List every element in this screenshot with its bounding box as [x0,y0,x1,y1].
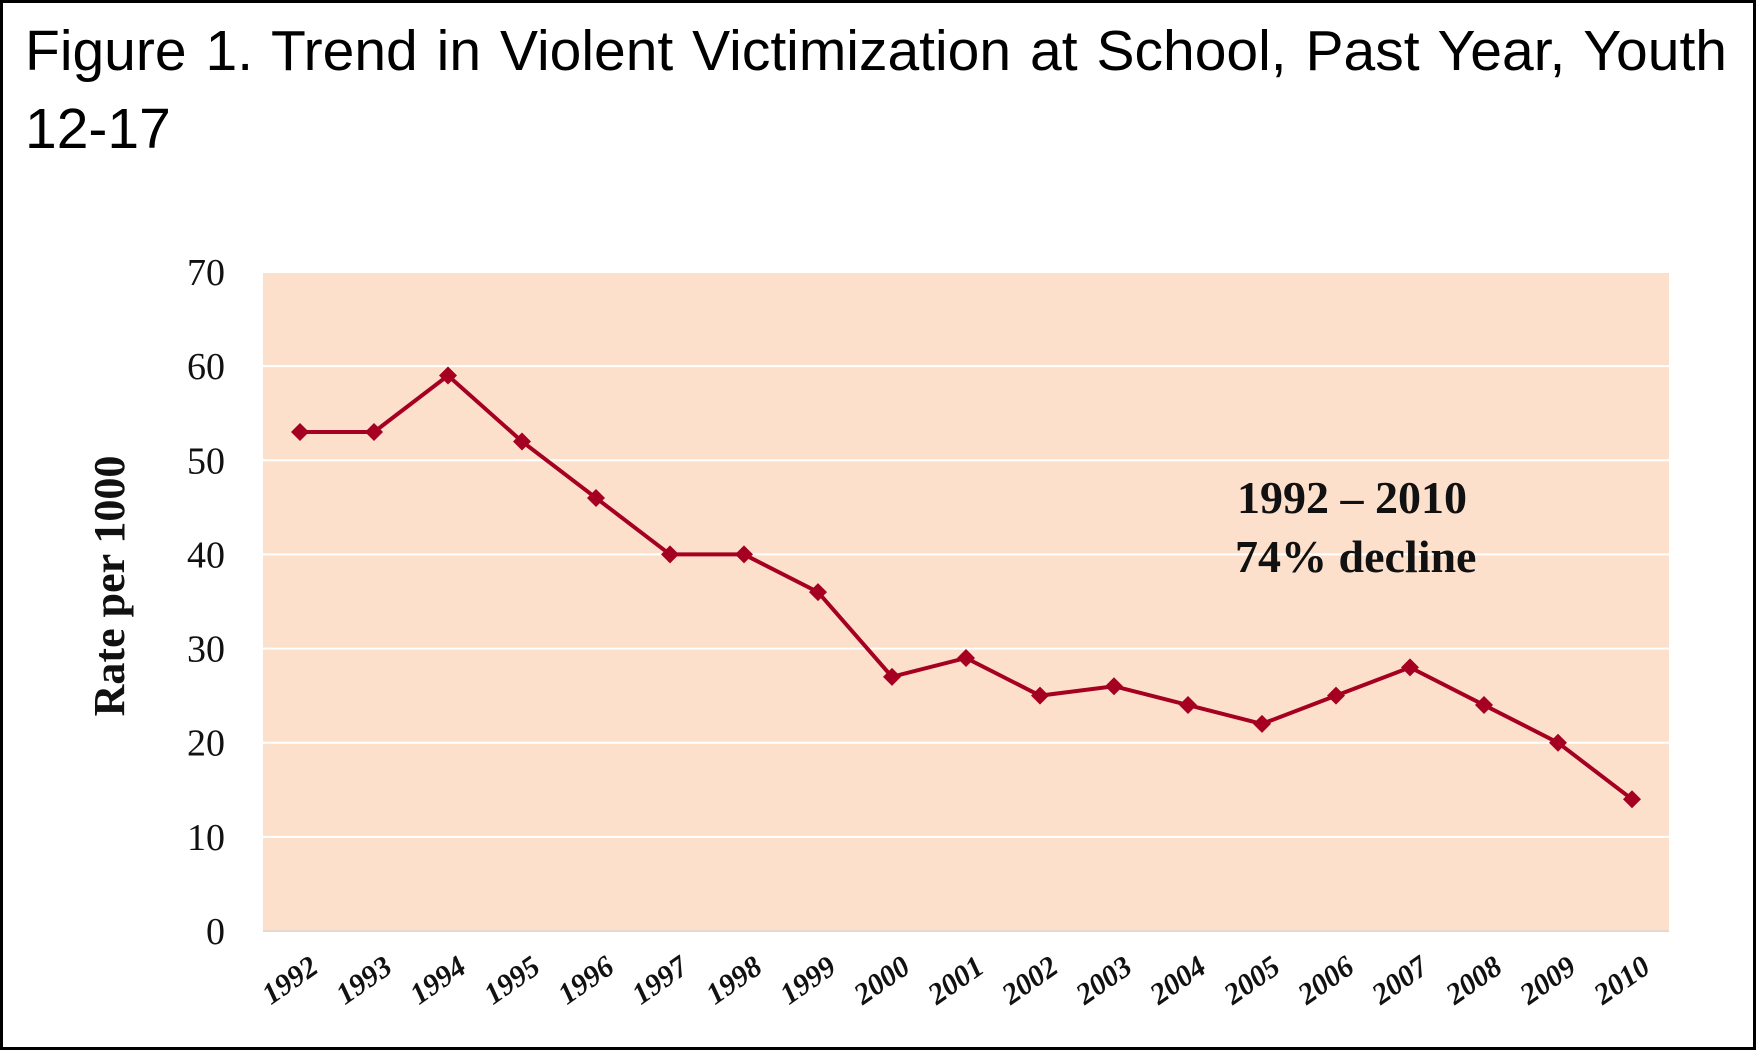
x-tick-label: 2005 [1217,950,1286,1012]
y-tick-label: 60 [187,346,225,388]
x-tick-label: 1998 [700,950,768,1011]
data-point [365,423,383,442]
data-point [1401,658,1419,677]
x-tick-label: 2002 [995,950,1064,1012]
data-point [809,583,827,602]
data-point [735,545,753,564]
plot-area [263,272,1669,931]
annotation-range: 1992 – 2010 [1237,472,1467,523]
x-tick-label: 2007 [1365,949,1435,1012]
data-point [957,648,975,667]
x-tick-label: 1993 [330,950,398,1011]
annotation-decline: 74% decline [1235,531,1476,582]
data-point [1105,677,1123,696]
y-tick-label: 20 [187,723,225,765]
x-tick-label: 2008 [1439,950,1508,1012]
y-tick-label: 30 [187,629,225,671]
x-tick-label: 1999 [774,950,842,1011]
data-point [439,366,457,385]
y-tick-label: 0 [206,911,225,953]
data-point [1623,790,1641,809]
x-tick-label: 2004 [1143,950,1212,1012]
x-tick-label: 2006 [1291,950,1360,1012]
x-tick-label: 1992 [256,950,324,1011]
data-point [1475,696,1493,715]
x-tick-label: 1994 [404,950,472,1011]
data-point [513,432,531,451]
y-tick-label: 40 [187,534,225,576]
x-tick-label: 1995 [478,950,546,1011]
data-point [587,488,605,507]
y-tick-label: 10 [187,817,225,859]
data-point [1327,686,1345,705]
data-point [291,423,309,442]
data-point [883,667,901,686]
x-tick-label: 1996 [552,950,620,1011]
x-tick-label: 2001 [921,950,990,1012]
data-point [1549,733,1567,752]
x-tick-label: 2010 [1587,950,1656,1012]
x-tick-label: 2009 [1513,950,1582,1012]
data-point [661,545,679,564]
data-point [1031,686,1049,705]
x-tick-label: 1997 [626,949,695,1011]
x-tick-label: 2000 [847,950,916,1012]
chart-title: Figure 1. Trend in Violent Victimization… [25,19,1727,161]
data-point [1179,696,1197,715]
y-tick-label: 50 [187,440,225,482]
y-tick-label: 70 [187,252,225,294]
data-point [1253,714,1271,733]
y-axis-label: Rate per 1000 [85,456,134,717]
x-tick-label: 2003 [1069,950,1138,1012]
